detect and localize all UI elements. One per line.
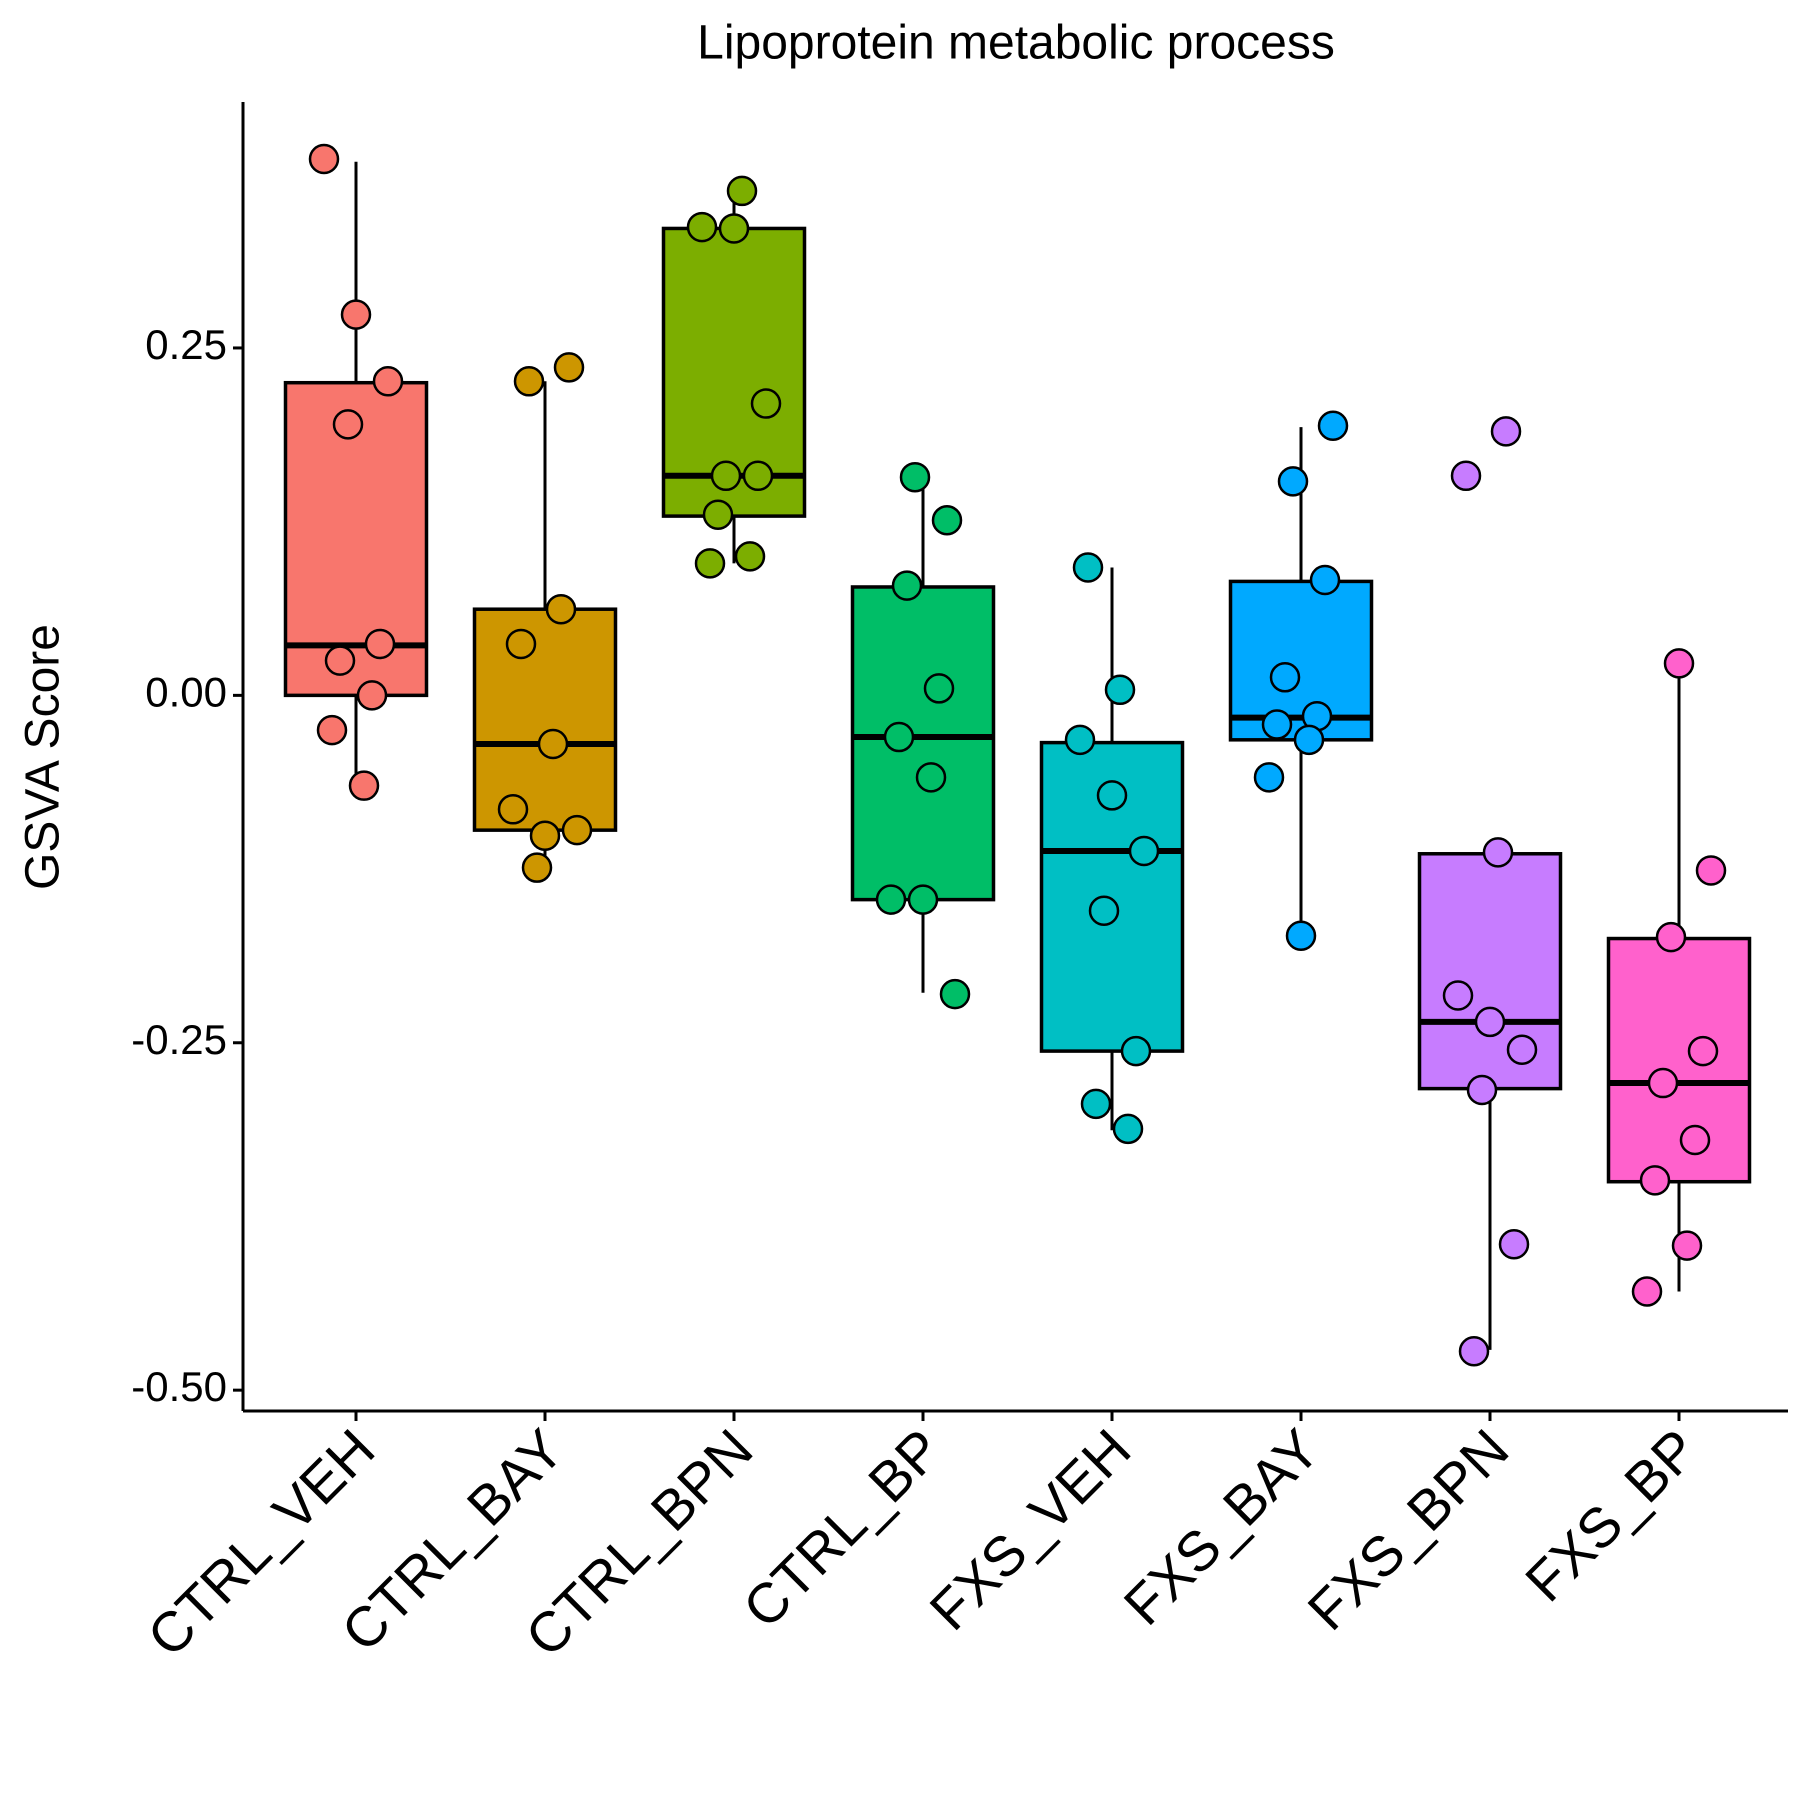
point: [324, 645, 356, 676]
point: [899, 461, 931, 493]
point: [1269, 662, 1301, 693]
point: [915, 762, 947, 793]
x-tick-label: FXS_BP: [1513, 1417, 1709, 1613]
point: [316, 714, 348, 746]
y-tick-label: 0.00: [145, 668, 227, 715]
point: [1293, 724, 1325, 756]
point: [1309, 564, 1341, 596]
point: [1128, 835, 1160, 867]
point: [931, 505, 963, 536]
point: [1096, 780, 1128, 811]
point: [529, 820, 561, 851]
point: [521, 852, 553, 883]
point: [1450, 460, 1482, 492]
point: [1064, 724, 1096, 756]
y-tick-label: 0.25: [145, 321, 227, 368]
point: [364, 628, 396, 660]
point: [1490, 416, 1522, 447]
point: [356, 680, 388, 711]
point: [348, 770, 380, 801]
point: [742, 460, 774, 492]
point: [726, 175, 758, 207]
box: [1417, 852, 1563, 1091]
point: [883, 721, 915, 753]
point: [1285, 920, 1317, 952]
point: [710, 460, 742, 492]
x-tick-label: CTRL_BP: [731, 1417, 954, 1640]
point: [1695, 855, 1727, 886]
point: [1506, 1034, 1538, 1065]
point: [939, 978, 971, 1010]
point: [1261, 709, 1293, 740]
point: [1687, 1035, 1719, 1067]
point: [734, 541, 766, 572]
point: [1482, 837, 1514, 868]
y-tick-label: -0.50: [131, 1363, 227, 1410]
point: [505, 628, 537, 660]
point: [537, 728, 569, 760]
point: [1072, 552, 1104, 583]
point: [561, 814, 593, 846]
box: [850, 585, 996, 902]
point: [907, 884, 939, 915]
point: [1498, 1228, 1530, 1260]
point: [694, 548, 726, 579]
chart-title: Lipoprotein metabolic process: [697, 17, 1335, 70]
point: [1466, 1074, 1498, 1106]
point: [1277, 466, 1309, 497]
point: [1088, 895, 1120, 926]
point: [702, 499, 734, 530]
point: [1080, 1088, 1112, 1120]
point: [1104, 674, 1136, 706]
point: [1458, 1335, 1490, 1367]
point: [1631, 1276, 1663, 1307]
point: [497, 794, 529, 825]
box: [472, 607, 618, 832]
box: [1228, 579, 1374, 742]
point: [553, 352, 585, 383]
point: [1317, 410, 1349, 442]
point: [1679, 1124, 1711, 1156]
point: [332, 409, 364, 440]
point: [1655, 921, 1687, 953]
point: [545, 593, 577, 625]
point: [718, 213, 750, 244]
point: [1442, 980, 1474, 1011]
point: [1671, 1230, 1703, 1261]
point: [1253, 762, 1285, 793]
point: [875, 884, 907, 915]
point: [1112, 1113, 1144, 1145]
point: [1647, 1067, 1679, 1099]
point: [513, 366, 545, 397]
point: [1639, 1165, 1671, 1196]
point: [1474, 1006, 1506, 1038]
point: [1663, 648, 1695, 679]
x-tick-label: FXS_VEH: [917, 1417, 1142, 1642]
point: [372, 366, 404, 397]
point: [340, 299, 372, 330]
box: [1606, 936, 1752, 1184]
point: [686, 211, 718, 243]
point: [750, 388, 782, 419]
point: [891, 570, 923, 601]
y-axis-label: GSVA Score: [17, 624, 70, 890]
y-tick-label: -0.25: [131, 1016, 227, 1063]
x-tick-label: FXS_BAY: [1112, 1417, 1332, 1637]
x-tick-label: FXS_BPN: [1295, 1417, 1520, 1642]
point: [923, 673, 955, 704]
point: [308, 143, 340, 175]
point: [1120, 1035, 1152, 1067]
